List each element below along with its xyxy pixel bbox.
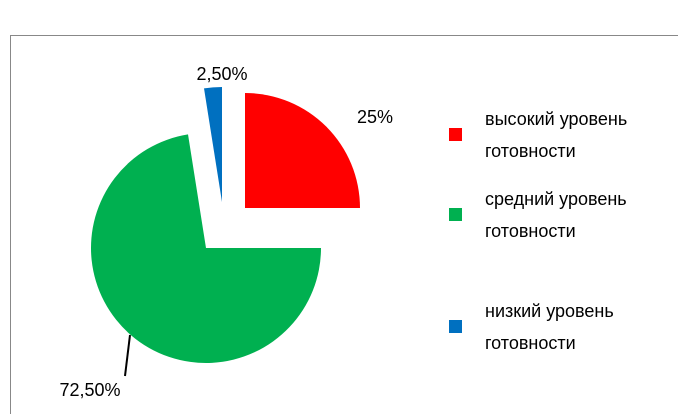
data-label: 72,50%	[59, 380, 120, 400]
data-label: 25%	[357, 107, 393, 127]
legend-swatch	[449, 208, 462, 221]
pie-slice	[245, 93, 360, 208]
leader-line	[124, 334, 131, 377]
data-label: 2,50%	[196, 64, 247, 84]
chart-frame	[10, 35, 678, 414]
legend-swatch	[449, 128, 462, 141]
legend-label: высокий уровень готовности	[485, 109, 628, 161]
legend-label: низкий уровень готовности	[485, 301, 614, 353]
legend-label: средний уровень готовности	[485, 189, 627, 241]
pie-slice	[204, 87, 222, 202]
pie-slice	[90, 134, 321, 364]
legend-swatch	[449, 320, 462, 333]
